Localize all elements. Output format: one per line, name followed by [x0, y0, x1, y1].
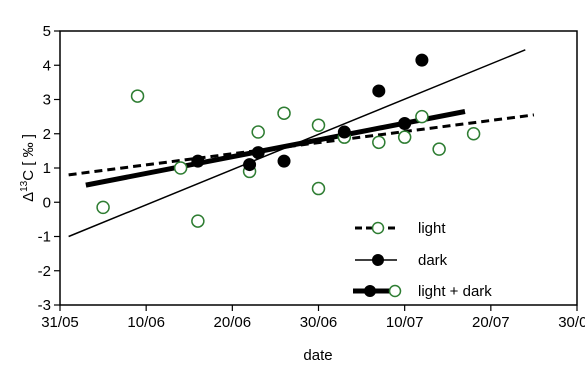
data-point-light	[96, 200, 110, 215]
x-tick-label: 30/07	[558, 314, 585, 331]
data-point-light	[397, 130, 412, 144]
data-point-dark	[191, 154, 205, 168]
x-tick-label: 20/07	[472, 314, 510, 331]
legend-light-label: light	[418, 220, 446, 237]
y-tick-label: -2	[38, 263, 51, 280]
data-point-light	[432, 142, 446, 156]
data-point-light	[372, 135, 386, 150]
legend-light-marker	[371, 221, 385, 235]
data-point-dark	[372, 84, 386, 98]
x-tick-label: 20/06	[214, 314, 252, 331]
y-tick-label: 4	[43, 57, 51, 74]
data-point-dark	[251, 146, 265, 160]
y-tick-label: 0	[43, 194, 51, 211]
data-point-light	[251, 125, 265, 139]
fit-lines	[68, 49, 535, 238]
data-point-dark	[337, 125, 351, 139]
y-tick-label: 2	[43, 126, 51, 143]
y-tick-label: -1	[38, 229, 51, 246]
data-point-light	[130, 89, 145, 103]
data-point-light	[415, 109, 429, 124]
legend-combined-open-marker	[388, 284, 402, 298]
data-point-dark	[243, 158, 257, 172]
y-axis-title-superscript: 13	[19, 180, 30, 192]
y-tick-label: 5	[43, 23, 51, 40]
x-tick-label: 31/05	[41, 314, 79, 331]
data-point-light	[466, 127, 481, 141]
x-axis: 31/05 10/06 20/06 30/06 10/07 20/07 30/07	[41, 305, 585, 331]
x-axis-title: date	[303, 347, 332, 364]
data-point-dark	[398, 116, 412, 130]
y-axis-title: Δ13C [ ‰ ]	[19, 134, 37, 202]
data-point-light	[277, 106, 291, 120]
plot-frame	[59, 30, 578, 306]
data-point-light	[191, 214, 205, 228]
y-tick-label: 1	[43, 160, 51, 177]
y-tick-label: -3	[38, 297, 51, 314]
legend-combined-label: light + dark	[418, 283, 492, 300]
data-point-dark	[277, 154, 291, 168]
legend-dark-marker	[372, 254, 384, 266]
x-tick-label: 10/06	[127, 314, 165, 331]
data-point-light	[311, 181, 326, 196]
legend-combined-filled-marker	[364, 285, 376, 297]
x-tick-label: 10/07	[386, 314, 424, 331]
y-axis: -3 -2 -1 0 1 2 3 4 5	[38, 23, 60, 314]
x-tick-label: 30/06	[300, 314, 338, 331]
data-points	[96, 53, 481, 228]
legend: light dark light + dark	[353, 220, 492, 300]
data-point-light	[173, 161, 188, 175]
data-point-light	[311, 118, 326, 132]
y-axis-title-delta: Δ	[20, 192, 37, 202]
data-point-dark	[415, 53, 429, 67]
y-tick-label: 3	[43, 92, 51, 109]
y-axis-title-rest: C [ ‰ ]	[20, 134, 37, 181]
legend-dark-label: dark	[418, 252, 448, 269]
